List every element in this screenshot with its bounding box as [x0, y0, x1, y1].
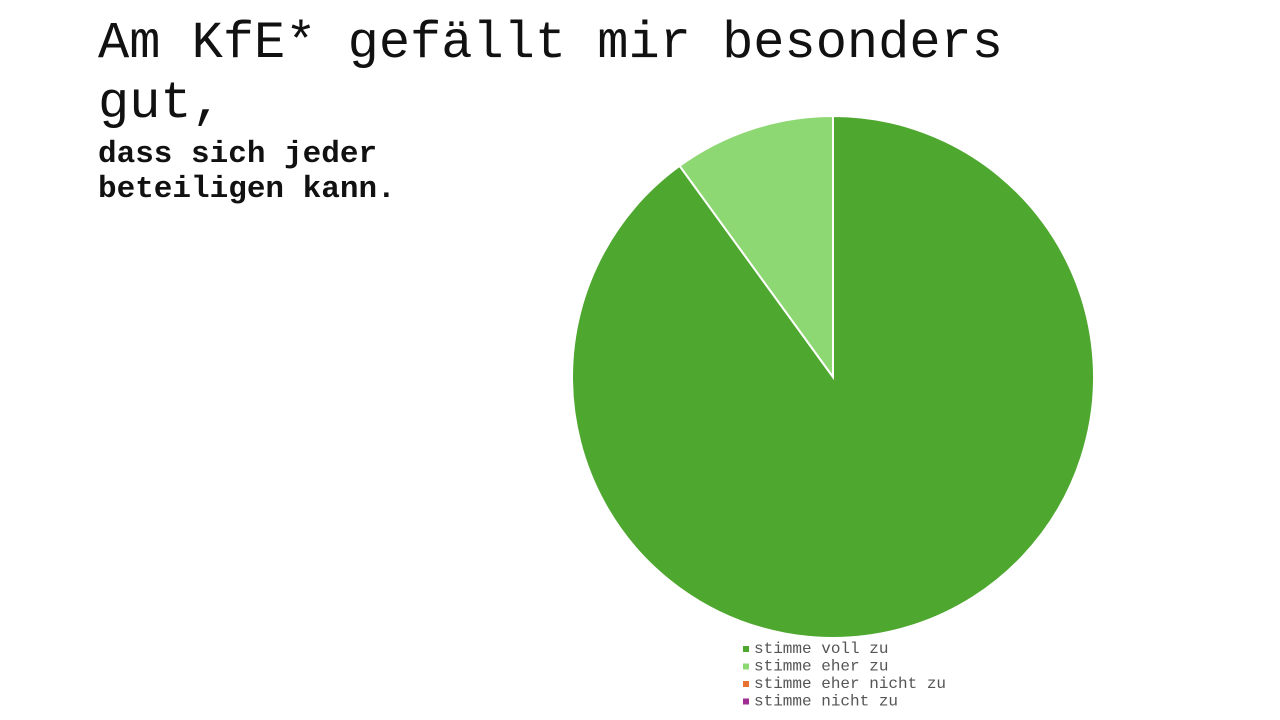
legend-swatch	[743, 646, 749, 652]
chart-title: Am KfE* gefällt mir besonders gut,	[98, 14, 1003, 133]
legend-label: stimme eher nicht zu	[754, 675, 946, 693]
legend-swatch	[743, 698, 749, 705]
chart-subtitle: dass sich jeder beteiligen kann.	[98, 137, 396, 207]
legend-swatch	[743, 663, 749, 670]
pie-slice	[678, 114, 834, 381]
legend-label: stimme nicht zu	[754, 693, 898, 711]
legend-label: stimme eher zu	[754, 658, 888, 676]
legend-label: stimme voll zu	[754, 640, 888, 658]
legend-swatch	[743, 681, 749, 687]
